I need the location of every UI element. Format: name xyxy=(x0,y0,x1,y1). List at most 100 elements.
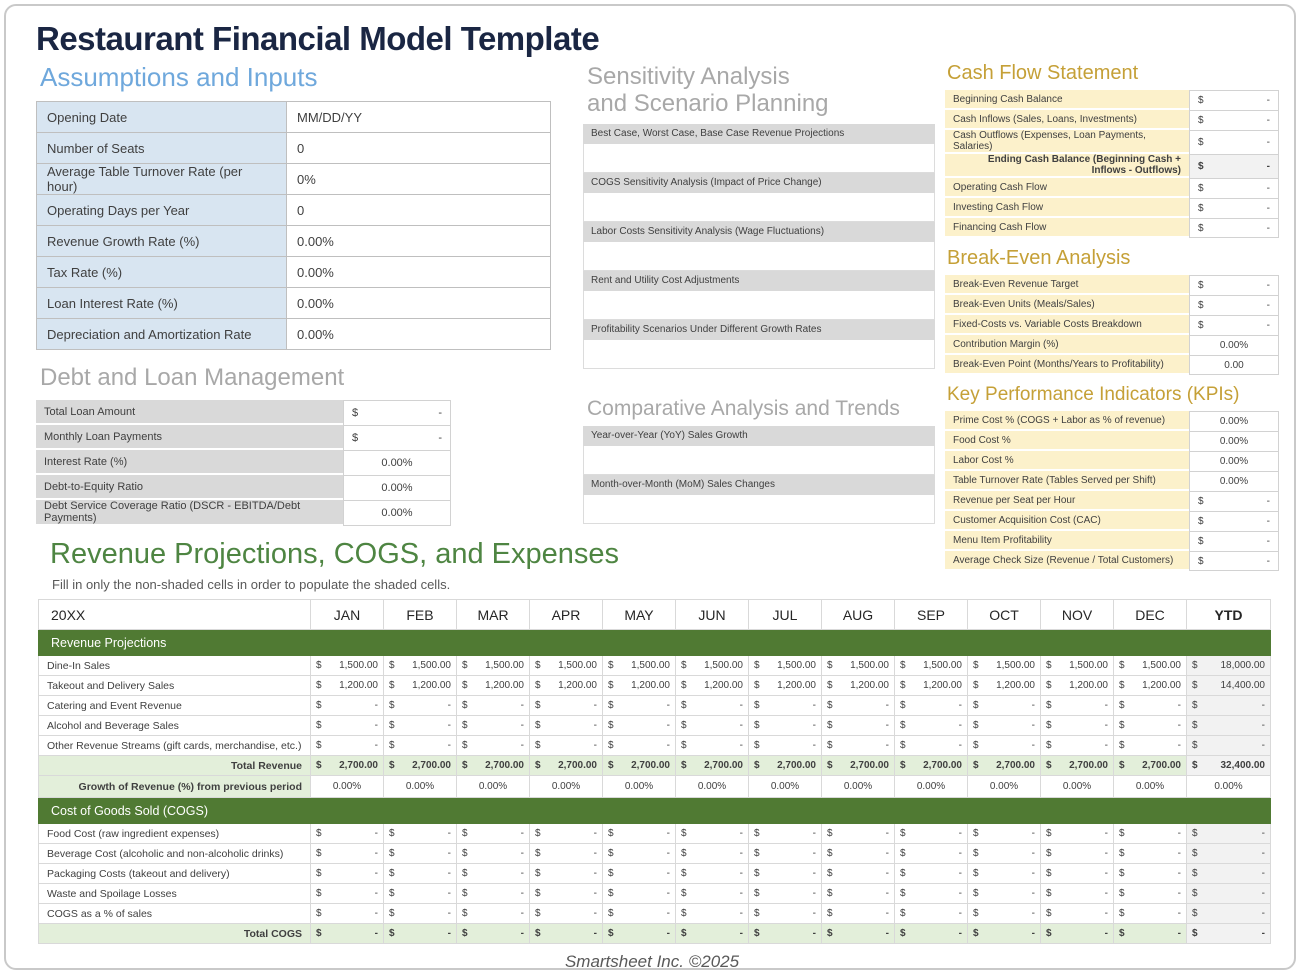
month-value-cell[interactable]: $ - xyxy=(821,715,895,736)
month-value-cell[interactable]: $1,200.00 xyxy=(1040,675,1114,696)
month-value-cell[interactable]: $ - xyxy=(602,715,676,736)
month-value-cell[interactable]: $ - xyxy=(894,823,968,844)
debt-value-cell[interactable]: $ - xyxy=(343,400,451,425)
month-value-cell[interactable]: $ - xyxy=(894,695,968,716)
month-value-cell[interactable]: $ - xyxy=(748,843,822,864)
month-value-cell[interactable]: $ - xyxy=(748,823,822,844)
month-value-cell[interactable]: $ - xyxy=(456,843,530,864)
month-value-cell[interactable]: $ - xyxy=(1040,715,1114,736)
assumption-value-cell[interactable]: 0 xyxy=(286,194,551,226)
month-value-cell[interactable]: $ - xyxy=(529,735,603,756)
month-value-cell[interactable]: $ - xyxy=(383,695,457,716)
month-value-cell[interactable]: $ - xyxy=(383,883,457,904)
month-value-cell[interactable]: $ - xyxy=(529,695,603,716)
month-value-cell[interactable]: $ - xyxy=(675,903,749,924)
month-value-cell[interactable]: $ - xyxy=(456,863,530,884)
month-value-cell[interactable]: $1,500.00 xyxy=(748,655,822,676)
month-value-cell[interactable]: $1,500.00 xyxy=(602,655,676,676)
kpi-value-cell[interactable]: 0.00% xyxy=(1189,471,1279,491)
month-value-cell[interactable]: $ - xyxy=(310,843,384,864)
kpi-value-cell[interactable]: 0.00% xyxy=(1189,411,1279,431)
month-value-cell[interactable]: $ - xyxy=(310,863,384,884)
month-value-cell[interactable]: $ - xyxy=(1113,863,1187,884)
month-value-cell[interactable]: $ - xyxy=(456,735,530,756)
month-value-cell[interactable]: $ - xyxy=(383,823,457,844)
month-value-cell[interactable]: $ - xyxy=(675,883,749,904)
month-value-cell[interactable]: $ - xyxy=(383,735,457,756)
month-value-cell[interactable]: $ - xyxy=(383,715,457,736)
month-value-cell[interactable]: $ - xyxy=(383,863,457,884)
assumption-value-cell[interactable]: 0.00% xyxy=(286,225,551,257)
month-value-cell[interactable]: $ - xyxy=(456,883,530,904)
month-value-cell[interactable]: $ - xyxy=(748,863,822,884)
kpi-value-cell[interactable]: 0.00% xyxy=(1189,431,1279,451)
month-value-cell[interactable]: $1,500.00 xyxy=(383,655,457,676)
month-value-cell[interactable]: 0.00% xyxy=(1113,775,1187,798)
month-value-cell[interactable]: $1,200.00 xyxy=(967,675,1041,696)
month-value-cell[interactable]: $ - xyxy=(529,863,603,884)
month-value-cell[interactable]: $ - xyxy=(675,823,749,844)
assumption-value-cell[interactable]: 0.00% xyxy=(286,256,551,288)
sensitivity-item-input-area[interactable] xyxy=(583,241,935,271)
month-value-cell[interactable]: $ - xyxy=(602,903,676,924)
month-value-cell[interactable]: $ - xyxy=(383,903,457,924)
month-value-cell[interactable]: $ - xyxy=(456,823,530,844)
month-value-cell[interactable]: 0.00% xyxy=(529,775,603,798)
month-value-cell[interactable]: $ - xyxy=(456,715,530,736)
month-value-cell[interactable]: $1,200.00 xyxy=(894,675,968,696)
month-value-cell[interactable]: $ - xyxy=(602,735,676,756)
month-value-cell[interactable]: $ - xyxy=(748,715,822,736)
month-value-cell[interactable]: $1,500.00 xyxy=(821,655,895,676)
comparative-item-input-area[interactable] xyxy=(583,495,935,525)
month-value-cell[interactable]: $ - xyxy=(894,903,968,924)
month-value-cell[interactable]: $1,500.00 xyxy=(675,655,749,676)
month-value-cell[interactable]: $ - xyxy=(675,863,749,884)
debt-value-cell[interactable]: $ - xyxy=(343,425,451,450)
month-value-cell[interactable]: $ - xyxy=(894,735,968,756)
month-value-cell[interactable]: $ - xyxy=(967,695,1041,716)
break-even-value-cell[interactable]: 0.00 xyxy=(1189,355,1279,375)
month-value-cell[interactable]: $ - xyxy=(1040,863,1114,884)
month-value-cell[interactable]: $ - xyxy=(967,863,1041,884)
month-value-cell[interactable]: $1,500.00 xyxy=(894,655,968,676)
month-value-cell[interactable]: $ - xyxy=(310,735,384,756)
month-value-cell[interactable]: $ - xyxy=(1113,735,1187,756)
month-value-cell[interactable]: $ - xyxy=(529,883,603,904)
month-value-cell[interactable]: $ - xyxy=(1040,843,1114,864)
month-value-cell[interactable]: $ - xyxy=(310,823,384,844)
month-value-cell[interactable]: $ - xyxy=(602,823,676,844)
comparative-item-input-area[interactable] xyxy=(583,446,935,476)
month-value-cell[interactable]: $ - xyxy=(967,823,1041,844)
month-value-cell[interactable]: $ - xyxy=(748,883,822,904)
month-value-cell[interactable]: $1,200.00 xyxy=(821,675,895,696)
month-value-cell[interactable]: $ - xyxy=(675,735,749,756)
cash-flow-value-cell[interactable]: $ - xyxy=(1189,110,1279,130)
month-value-cell[interactable]: $ - xyxy=(529,823,603,844)
debt-value-cell[interactable]: 0.00% xyxy=(343,475,451,500)
month-value-cell[interactable]: $ - xyxy=(894,883,968,904)
month-value-cell[interactable]: $ - xyxy=(821,823,895,844)
assumption-value-cell[interactable]: MM/DD/YY xyxy=(286,101,551,133)
cash-flow-value-cell[interactable]: $ - xyxy=(1189,130,1279,154)
cash-flow-value-cell[interactable]: $ - xyxy=(1189,218,1279,238)
month-value-cell[interactable]: $ - xyxy=(967,735,1041,756)
month-value-cell[interactable]: $ - xyxy=(821,883,895,904)
month-value-cell[interactable]: $ - xyxy=(967,843,1041,864)
month-value-cell[interactable]: $ - xyxy=(1040,823,1114,844)
month-value-cell[interactable]: $1,200.00 xyxy=(383,675,457,696)
month-value-cell[interactable]: 0.00% xyxy=(821,775,895,798)
month-value-cell[interactable]: $ - xyxy=(748,903,822,924)
month-value-cell[interactable]: $ - xyxy=(675,715,749,736)
sensitivity-item-input-area[interactable] xyxy=(583,192,935,222)
kpi-value-cell[interactable]: $ - xyxy=(1189,531,1279,551)
month-value-cell[interactable]: $ - xyxy=(748,735,822,756)
month-value-cell[interactable]: $ - xyxy=(821,903,895,924)
month-value-cell[interactable]: $ - xyxy=(529,843,603,864)
month-value-cell[interactable]: $ - xyxy=(602,695,676,716)
month-value-cell[interactable]: $1,200.00 xyxy=(310,675,384,696)
kpi-value-cell[interactable]: 0.00% xyxy=(1189,451,1279,471)
assumption-value-cell[interactable]: 0.00% xyxy=(286,318,551,350)
month-value-cell[interactable]: 0.00% xyxy=(456,775,530,798)
cash-flow-value-cell[interactable]: $ - xyxy=(1189,198,1279,218)
month-value-cell[interactable]: $ - xyxy=(529,903,603,924)
